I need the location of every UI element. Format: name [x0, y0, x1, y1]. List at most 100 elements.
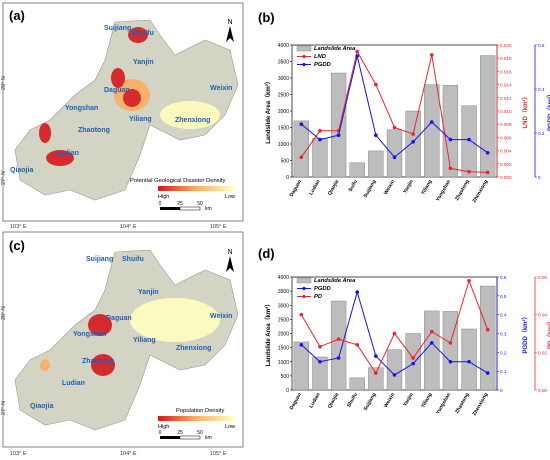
y-tick-label-left: 500 [281, 374, 290, 380]
x-tick-label: Daguan [289, 392, 303, 411]
y-tick-label-right1: 0.008 [500, 122, 512, 127]
y-tick-label-right2: 0.04 [538, 313, 547, 318]
scale-bar-white [179, 206, 201, 211]
bar [405, 333, 421, 391]
place-label: Zhaotong [78, 127, 110, 134]
data-point [429, 341, 434, 345]
place-label: Yiliang [129, 116, 152, 123]
x-tick-label: Daguan [289, 179, 303, 198]
lat-label: 28° N [1, 306, 7, 320]
data-point [485, 327, 490, 332]
map-panel-a: (a) N Suijiang Shuifu Yanjin Daguan Weix… [1, 2, 244, 230]
y-tick-label-right1: 0.3 [500, 332, 507, 337]
data-point [374, 133, 378, 137]
data-point [299, 312, 304, 317]
chart-panel-b: 0 500 1000 1500 2000 2500 3000 3500 4000 0.000 0.0… [264, 43, 550, 204]
data-point [318, 129, 322, 133]
x-tick-label: Weixin [383, 179, 396, 196]
x-tick-label: Zhaotong [454, 179, 471, 202]
scale-tick: 0 [159, 430, 162, 436]
data-point [355, 49, 360, 54]
legend-high-c: High [158, 424, 169, 430]
scale-bar-black [160, 207, 180, 210]
legend-marker [302, 54, 306, 59]
y-axis-label-right2: PGDD（km²） [546, 91, 550, 131]
y-tick-label-right1: 0.6 [500, 275, 507, 280]
scale-bar-black [160, 436, 180, 439]
bar [442, 311, 459, 391]
legend-label: PD [314, 294, 323, 300]
data-point [467, 359, 471, 364]
north-label-a: N [227, 19, 232, 26]
y-tick-label-right1: 0.014 [500, 83, 512, 88]
y-tick-label-right1: 0.006 [500, 135, 512, 140]
x-tick-label: Shuifu [346, 392, 359, 408]
legend-label: Landslide Area [314, 46, 356, 52]
bar [330, 72, 347, 178]
chart-panel-d: 0 500 1000 1500 2000 2500 3000 3500 4000 0 0.1 0.2 0… [264, 275, 550, 417]
legend-marker [302, 62, 306, 67]
data-point [467, 169, 471, 174]
y-tick-label-left: 4000 [278, 275, 289, 281]
place-label: Zhenxiong [175, 117, 210, 124]
x-tick-label: Ludian [308, 179, 321, 196]
place-labels-a: Suijiang Shuifu Yanjin Daguan Weixin Yon… [10, 25, 232, 174]
y-axis-label-right1: LND（km²） [521, 93, 529, 128]
data-point [355, 290, 360, 294]
data-point [299, 343, 304, 347]
data-point [299, 122, 304, 126]
data-point [429, 53, 434, 57]
y-tick-label-right2: 0.00 [538, 388, 547, 393]
bar [349, 377, 365, 391]
lon-label: 104° E [120, 451, 137, 457]
bar [461, 328, 477, 391]
y-tick-label-left: 2000 [278, 109, 289, 115]
data-point [336, 133, 341, 137]
hotspot-daguan [123, 89, 141, 107]
data-point [448, 166, 453, 171]
place-label: Yanjin [133, 59, 154, 66]
place-label: Zhaotong [82, 358, 114, 365]
legend-low-c: Low [225, 424, 235, 430]
y-tick-label-left: 0 [286, 388, 289, 394]
data-point [485, 151, 490, 155]
y-tick-label-right1: 0.2 [500, 350, 507, 355]
place-label: Zhenxiong [176, 345, 211, 352]
y-tick-label-left: 2500 [278, 93, 289, 99]
graticule-labels-a: 103° E 104° E 105° E 28° N 27° N [1, 76, 227, 230]
bar [405, 110, 421, 178]
data-point [336, 337, 341, 341]
x-tick-label: Ludian [308, 392, 321, 409]
scale-tick: 50 [197, 430, 203, 436]
scale-tick: 25 [177, 430, 183, 436]
north-label-c: N [227, 249, 232, 256]
place-label: Yanjin [138, 289, 159, 296]
y-tick-label-left: 0 [286, 175, 289, 181]
data-point [448, 341, 453, 345]
y-tick-label-left: 1500 [278, 346, 289, 352]
graticule-labels-c: 103° E 104° E 105° E 28° N 27° N [1, 306, 227, 457]
y-tick-label-right1: 0.020 [500, 43, 512, 48]
y-tick-label-right1: 0 [500, 388, 503, 393]
zone-zhenxiong-c [130, 298, 220, 342]
panel-letter-d: (d) [258, 246, 275, 261]
bar [424, 84, 440, 178]
data-point [355, 343, 360, 347]
data-point [374, 371, 378, 375]
x-tick-label: Suifu [348, 179, 359, 193]
x-tick-label: Yanjin [402, 392, 415, 408]
hotspot-yongshan-c [88, 314, 112, 336]
data-point [429, 329, 434, 334]
bar [424, 310, 440, 391]
bar [293, 341, 309, 391]
bar [386, 129, 403, 178]
hotspot-ludian-c [40, 359, 50, 371]
place-label: Shuifu [132, 30, 154, 37]
legend-a: Potential Geological Disaster Density Hi… [130, 178, 235, 212]
bar [386, 349, 403, 391]
legend-swatch [296, 45, 312, 52]
x-tick-label: Zhenxiong [472, 392, 490, 417]
lon-label: 105° E [210, 451, 227, 457]
data-point [392, 125, 397, 130]
